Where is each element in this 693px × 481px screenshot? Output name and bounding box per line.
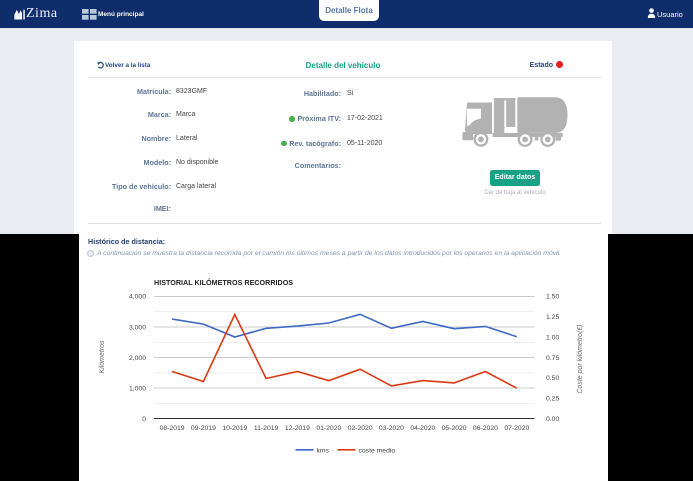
- svg-text:08-2019: 08-2019: [160, 425, 185, 432]
- svg-text:01-2020: 01-2020: [316, 425, 341, 432]
- svg-text:12-2019: 12-2019: [285, 425, 310, 432]
- svg-text:10-2019: 10-2019: [222, 425, 247, 432]
- svg-text:0: 0: [142, 416, 146, 423]
- svg-text:0.75: 0.75: [546, 355, 559, 362]
- svg-text:07-2020: 07-2020: [504, 425, 529, 432]
- svg-text:0.50: 0.50: [546, 375, 559, 382]
- svg-text:1.25: 1.25: [546, 314, 559, 321]
- svg-text:1.50: 1.50: [546, 294, 559, 301]
- svg-text:0.00: 0.00: [546, 416, 559, 423]
- svg-text:04-2020: 04-2020: [410, 425, 435, 432]
- svg-text:0.25: 0.25: [546, 396, 559, 403]
- svg-text:3,000: 3,000: [129, 324, 146, 331]
- svg-text:Coste por kilómetro(€): Coste por kilómetro(€): [577, 324, 584, 393]
- svg-text:coste medio: coste medio: [359, 447, 396, 454]
- svg-text:06-2020: 06-2020: [473, 425, 498, 432]
- svg-text:1.00: 1.00: [546, 334, 559, 341]
- svg-text:kms: kms: [317, 447, 330, 454]
- svg-text:02-2020: 02-2020: [348, 425, 373, 432]
- svg-text:4,000: 4,000: [129, 294, 146, 301]
- svg-text:05-2020: 05-2020: [442, 425, 467, 432]
- svg-text:11-2019: 11-2019: [254, 425, 279, 432]
- svg-text:2,000: 2,000: [129, 355, 146, 362]
- svg-text:Kilómetros: Kilómetros: [99, 340, 106, 374]
- svg-text:09-2019: 09-2019: [191, 425, 216, 432]
- svg-text:1,000: 1,000: [129, 385, 146, 392]
- svg-text:03-2020: 03-2020: [379, 425, 404, 432]
- svg-text:HISTORIAL KILÓMETROS RECORRIDO: HISTORIAL KILÓMETROS RECORRIDOS: [154, 278, 293, 287]
